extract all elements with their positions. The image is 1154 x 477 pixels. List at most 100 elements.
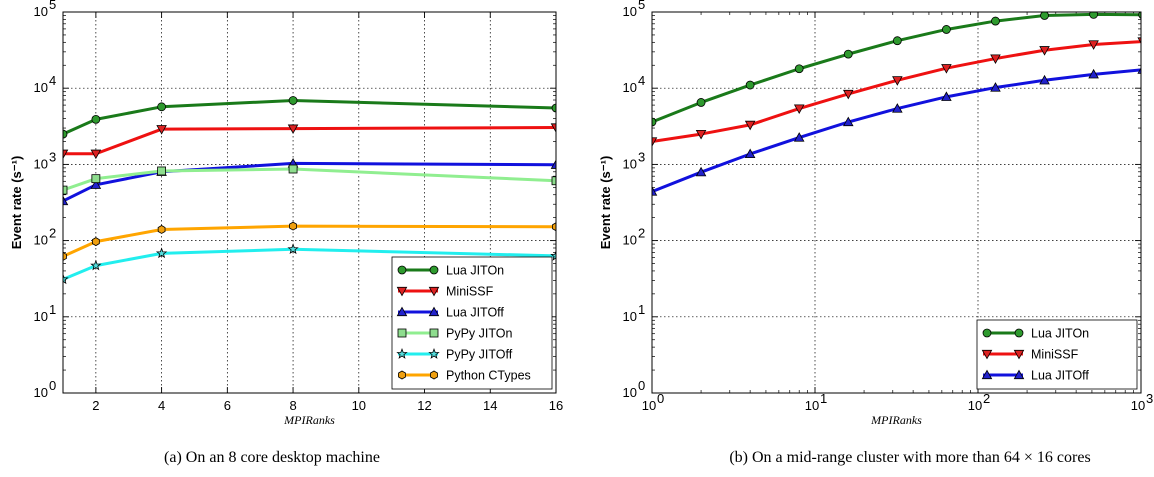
data-point-pypy-jitoff	[63, 273, 69, 285]
data-point-minissf	[744, 120, 756, 131]
legend: Lua JITOn MiniSSF Lua JITOff	[976, 319, 1138, 390]
data-point-lua-jitoff	[793, 132, 805, 142]
data-point-lua-jitoff	[550, 159, 556, 169]
data-point-python-ctypes	[157, 225, 166, 234]
chart-b: 10 010 110 210 310 410 510 0 10 1 10 2 10 3MPIRanksEv…	[598, 0, 1153, 466]
x-tick-exponent: 3	[1146, 391, 1153, 406]
y-tick-label: 10	[623, 309, 637, 324]
data-point-lua-jiton	[696, 98, 706, 107]
x-axis-label: MPIRanks	[283, 413, 335, 427]
data-point-lua-jitoff	[744, 148, 756, 159]
legend-label: Python CTypes	[446, 369, 531, 383]
x-axis-label: MPIRanks	[870, 413, 922, 427]
y-axis-label: Event rate (s⁻¹)	[598, 156, 613, 250]
y-tick-exponent: 1	[49, 302, 56, 317]
legend-item-minissf: MiniSSF	[396, 285, 494, 299]
y-tick-label: 10	[623, 4, 637, 19]
x-tick-label: 12	[417, 398, 431, 413]
data-point-minissf	[287, 124, 299, 135]
plot-frame	[62, 11, 557, 394]
data-point-pypy-jiton	[91, 174, 101, 184]
legend-item-lua-jiton: Lua JITOn	[982, 327, 1089, 341]
data-point-pypy-jiton	[157, 166, 167, 176]
data-point-lua-jiton	[63, 129, 68, 139]
data-point-lua-jitoff	[892, 103, 903, 113]
x-tick-label: 6	[224, 398, 231, 413]
series-minissf	[63, 126, 556, 156]
data-point-pypy-jiton	[63, 185, 68, 195]
data-point-minissf	[63, 149, 69, 160]
y-tick-label: 10	[34, 385, 48, 400]
x-tick-label: 14	[483, 398, 497, 413]
legend-marker	[396, 286, 408, 297]
y-tick-label: 10	[34, 4, 48, 19]
data-point-minissf	[1137, 37, 1141, 44]
data-point-lua-jitoff	[941, 91, 952, 101]
legend-marker	[430, 370, 438, 380]
data-point-minissf	[842, 89, 854, 100]
legend-marker	[1014, 328, 1024, 338]
data-point-lua-jiton	[91, 114, 101, 124]
legend-label: PyPy JITOn	[446, 327, 513, 341]
series-markers-lua-jiton	[63, 96, 556, 139]
caption: (b) On a mid-range cluster with more tha…	[729, 449, 1090, 466]
legend-item-pypy-jitoff: PyPy JITOff	[396, 348, 513, 362]
y-tick-exponent: 3	[49, 149, 56, 164]
legend-marker	[1013, 369, 1025, 380]
data-point-lua-jiton	[843, 49, 853, 59]
legend-marker	[397, 265, 407, 275]
data-point-lua-jiton	[551, 103, 556, 113]
legend-marker	[397, 328, 407, 338]
data-point-lua-jiton	[942, 25, 951, 34]
x-tick-exponent: 0	[657, 391, 664, 406]
y-tick-label: 10	[623, 156, 637, 171]
legend-marker	[1013, 349, 1025, 360]
legend-item-lua-jitoff: Lua JITOff	[981, 369, 1089, 383]
series-line-minissf	[652, 40, 1141, 143]
legend-marker	[982, 328, 992, 338]
y-tick-exponent: 0	[49, 378, 56, 393]
y-tick-label: 10	[623, 385, 637, 400]
x-tick-label: 10	[1131, 398, 1145, 413]
legend-marker	[429, 265, 439, 275]
legend-marker	[428, 286, 440, 297]
data-point-minissf	[793, 104, 805, 115]
data-point-lua-jiton	[288, 96, 298, 105]
y-tick-exponent: 2	[49, 226, 56, 241]
legend-marker	[398, 370, 406, 380]
data-point-minissf	[550, 123, 556, 133]
data-point-pypy-jitoff	[287, 243, 299, 255]
legend-marker	[981, 369, 993, 380]
data-point-python-ctypes	[289, 221, 297, 231]
legend-marker	[396, 348, 408, 359]
data-point-lua-jiton	[652, 117, 657, 127]
data-point-lua-jiton	[794, 64, 804, 74]
series-markers-lua-jitoff	[652, 67, 1141, 196]
legend-marker	[396, 306, 408, 317]
x-tick-labels: 2 4 6 8 10 12 14 16	[92, 398, 563, 413]
data-point-lua-jiton	[157, 102, 167, 112]
legend-item-python-ctypes: Python CTypes	[398, 369, 531, 383]
data-point-pypy-jitoff	[90, 259, 102, 271]
data-point-minissf	[990, 54, 1001, 64]
y-tick-label: 10	[34, 233, 48, 248]
legend-item-pypy-jiton: PyPy JITOn	[397, 327, 513, 341]
y-tick-exponent: 5	[638, 0, 645, 12]
data-point-lua-jiton	[991, 16, 1000, 26]
data-point-lua-jiton	[1040, 12, 1049, 20]
data-point-lua-jitoff	[63, 195, 69, 206]
legend-marker	[428, 348, 440, 359]
data-point-lua-jitoff	[1039, 74, 1050, 85]
x-tick-label: 16	[549, 398, 563, 413]
series-minissf	[652, 40, 1141, 143]
data-point-minissf	[892, 76, 903, 86]
data-point-lua-jitoff	[652, 186, 658, 196]
series-markers-lua-jiton	[652, 12, 1141, 127]
legend-label: PyPy JITOff	[446, 348, 513, 362]
y-tick-exponent: 1	[638, 302, 645, 317]
legend-item-lua-jiton: Lua JITOn	[397, 264, 504, 278]
data-point-pypy-jitoff	[550, 249, 556, 261]
data-point-lua-jitoff	[1137, 67, 1141, 74]
series-markers-minissf	[63, 123, 556, 160]
